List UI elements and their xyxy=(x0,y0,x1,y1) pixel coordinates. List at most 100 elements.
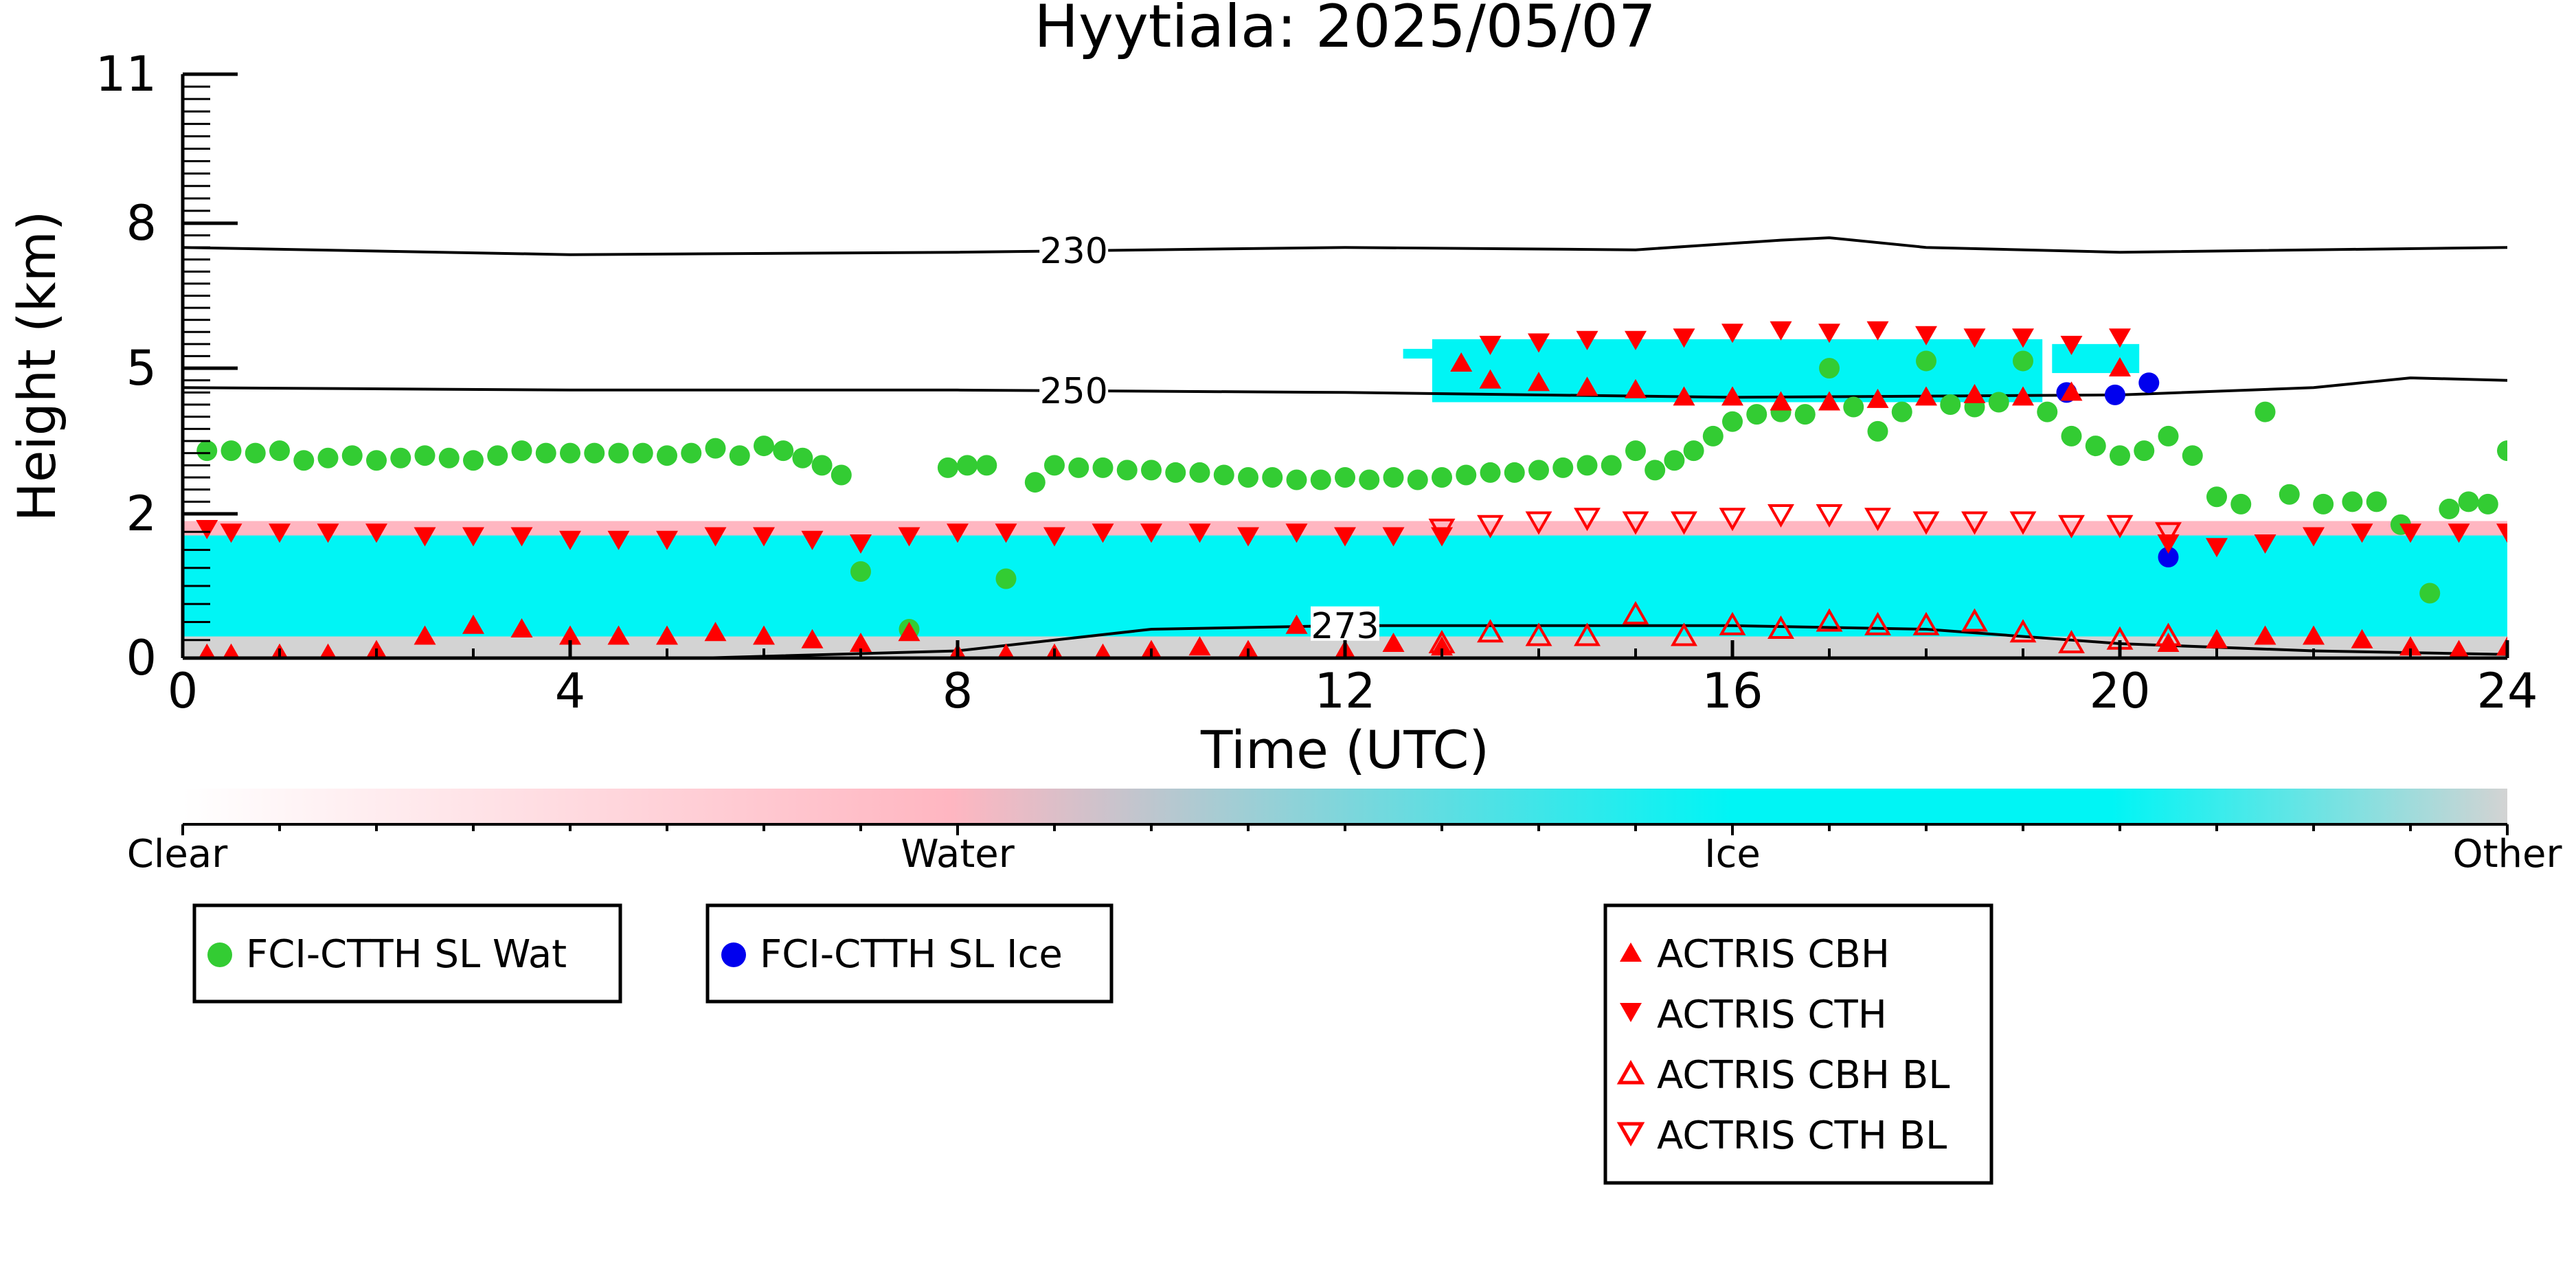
point-fci-ctth-sl-wat xyxy=(1601,455,1622,476)
phase-region-ice xyxy=(1403,348,1442,359)
marker-actris-cbh xyxy=(997,643,1015,658)
point-fci-ctth-sl-wat xyxy=(196,440,218,462)
point-fci-ctth-sl-wat xyxy=(2255,401,2276,422)
marker-actris-cth xyxy=(2254,534,2276,554)
colorbar-label-ice: Ice xyxy=(1704,832,1761,877)
point-fci-ctth-sl-wat xyxy=(1988,392,2009,413)
point-fci-ctth-sl-wat xyxy=(2085,436,2106,457)
point-fci-ctth-sl-wat xyxy=(535,442,556,464)
marker-actris-cth xyxy=(462,527,484,547)
point-fci-ctth-sl-wat xyxy=(1456,464,1477,486)
marker-actris-cbh xyxy=(510,618,533,637)
phase-colorbar: Clear Water Ice Other xyxy=(127,789,2562,877)
legend-box xyxy=(192,903,622,1004)
contour-label: 230 xyxy=(1040,231,1108,272)
point-fci-ctth-sl-wat xyxy=(850,561,871,582)
point-fci-ctth-sl-wat xyxy=(831,464,852,486)
marker-actris-cth xyxy=(2303,527,2325,547)
phase-region-ice xyxy=(1432,339,2043,403)
marker-actris-cth-bl xyxy=(1912,511,1940,535)
marker-actris-cth xyxy=(1479,335,1502,355)
point-fci-ctth-sl-wat xyxy=(2477,493,2498,515)
marker-actris-cth xyxy=(1576,330,1598,350)
point-fci-ctth-sl-wat xyxy=(2279,484,2300,505)
legend-fci-water: FCI-CTTH SL Wat xyxy=(192,903,622,1004)
colorbar-label-clear: Clear xyxy=(127,832,228,877)
point-fci-ctth-sl-wat xyxy=(2013,350,2033,372)
point-fci-ctth-sl-wat xyxy=(317,447,339,468)
point-fci-ctth-sl-wat xyxy=(341,445,363,466)
marker-actris-cbh-bl xyxy=(2155,622,2182,646)
y-ticks: 0 2 5 8 11 xyxy=(95,46,238,686)
point-fci-ctth-sl-wat xyxy=(2313,493,2334,515)
marker-actris-cth xyxy=(753,527,775,547)
point-fci-ctth-sl-wat xyxy=(1528,460,1549,481)
marker-actris-cth-bl xyxy=(1525,511,1552,535)
phase-background xyxy=(183,339,2507,658)
marker-actris-cth xyxy=(2206,538,2228,558)
point-fci-ctth-sl-wat xyxy=(1645,460,1666,481)
marker-actris-cth-bl xyxy=(1961,511,1988,535)
point-fci-ctth-sl-wat xyxy=(1916,350,1936,372)
marker-actris-cth xyxy=(1673,328,1695,348)
marker-actris-cth xyxy=(1334,527,1356,547)
marker-actris-cth xyxy=(1237,527,1259,547)
marker-actris-cth xyxy=(2109,328,2131,348)
marker-actris-cth xyxy=(1625,330,1647,350)
marker-actris-cth xyxy=(1092,523,1114,543)
marker-actris-cth-bl xyxy=(2058,515,2085,539)
point-fci-ctth-sl-wat xyxy=(1940,394,1961,415)
marker-actris-cbh-bl xyxy=(1525,622,1552,646)
marker-actris-cbh xyxy=(1963,383,1986,403)
marker-actris-cth-bl xyxy=(1816,504,1843,528)
marker-actris-cbh xyxy=(1479,369,1502,389)
point-fci-ctth-sl-wat xyxy=(584,442,605,464)
marker-actris-cbh xyxy=(1528,372,1550,392)
point-fci-ctth-sl-ice xyxy=(2158,547,2179,567)
point-fci-ctth-sl-wat xyxy=(2061,425,2082,447)
point-fci-ctth-sl-wat xyxy=(1335,467,1355,488)
point-fci-ctth-sl-wat xyxy=(438,447,460,468)
point-fci-ctth-sl-wat xyxy=(1683,440,1704,462)
point-fci-ctth-sl-wat xyxy=(705,438,726,459)
point-fci-ctth-sl-wat xyxy=(2206,486,2227,508)
contour-label-bg xyxy=(1311,606,1379,641)
marker-actris-cth xyxy=(898,527,920,547)
marker-actris-cbh xyxy=(1721,386,1743,406)
point-fci-ctth-sl-wat xyxy=(560,442,580,464)
x-tick-label: 24 xyxy=(2476,663,2538,719)
marker-actris-cth xyxy=(2012,328,2034,348)
marker-actris-cbh xyxy=(2206,629,2228,648)
marker-actris-cbh-bl xyxy=(1912,611,1940,635)
marker-actris-cth xyxy=(1963,328,1986,348)
legend-fci-ice: FCI-CTTH SL Ice xyxy=(705,903,1114,1004)
marker-actris-cbh xyxy=(1285,614,1308,634)
marker-actris-cth xyxy=(510,527,533,547)
point-fci-ctth-sl-wat xyxy=(1068,457,1089,478)
marker-actris-cbh xyxy=(1450,352,1473,372)
marker-actris-cth-bl xyxy=(1671,511,1697,535)
point-fci-ctth-sl-wat xyxy=(1262,467,1283,488)
y-axis-label: Height (km) xyxy=(6,211,67,522)
marker-actris-cth-bl xyxy=(2106,515,2134,539)
marker-actris-cth xyxy=(1140,523,1162,543)
legend-label: ACTRIS CTH xyxy=(1657,993,1887,1037)
marker-actris-cth xyxy=(414,527,436,547)
marker-actris-cth xyxy=(995,523,1017,543)
marker-actris-cth-bl xyxy=(2009,511,2037,535)
point-fci-ctth-sl-wat xyxy=(1746,404,1767,425)
point-fci-ctth-sl-wat xyxy=(792,447,813,468)
marker-actris-cbh xyxy=(1625,379,1647,398)
marker-actris-cbh-bl xyxy=(1767,615,1794,639)
point-fci-ctth-sl-wat xyxy=(681,442,702,464)
contour-label: 250 xyxy=(1040,371,1108,412)
marker-actris-cth xyxy=(269,523,291,543)
point-fci-ctth-sl-wat xyxy=(1432,467,1452,488)
point-fci-ctth-sl-wat xyxy=(1891,401,1912,422)
marker-actris-cbh xyxy=(199,643,216,658)
marker-actris-cbh xyxy=(2496,636,2507,656)
point-fci-ctth-sl-wat xyxy=(995,568,1017,589)
point-fci-ctth-sl-wat xyxy=(2110,445,2130,466)
green-circle-icon xyxy=(207,942,232,967)
